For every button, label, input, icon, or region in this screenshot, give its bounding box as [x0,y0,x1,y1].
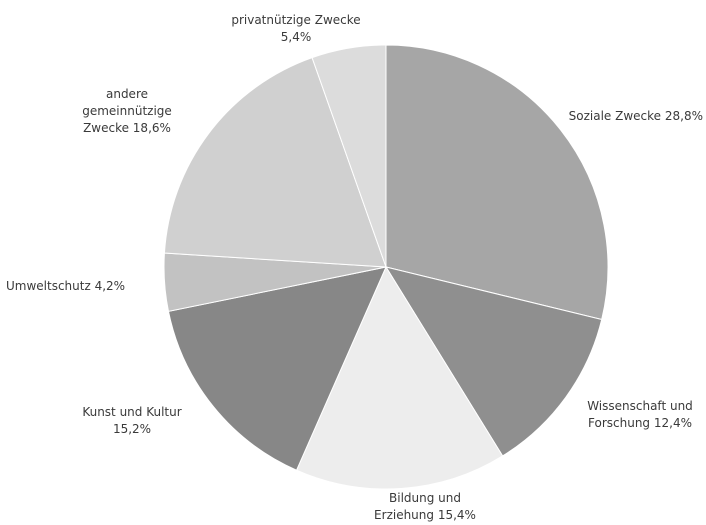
slice-label: andere gemeinnützige Zwecke 18,6% [82,87,172,135]
slice-label: Soziale Zwecke 28,8% [569,109,703,123]
slice-label-line: Soziale Zwecke 28,8% [569,109,703,123]
pie-slice [384,266,603,457]
slice-label-line: Zwecke 18,6% [83,121,171,135]
slice-label-line: andere [106,87,148,101]
pie-slice [167,266,387,471]
pie-slice [163,57,387,268]
slice-label: Kunst und Kultur 15,2% [82,405,181,436]
slice-label-line: Erziehung 15,4% [374,508,476,522]
slice-label-line: Kunst und Kultur [82,405,181,419]
pie-labels: Soziale Zwecke 28,8% Wissenschaft und Fors… [6,13,703,522]
slice-label: Wissenschaft und Forschung 12,4% [587,399,693,430]
pie-slice [311,44,387,268]
slice-label-line: 15,2% [113,422,151,436]
slice-label-line: Bildung und [389,491,461,505]
slice-label-line: privatnützige Zwecke [231,13,360,27]
slice-label-line: Forschung 12,4% [588,416,692,430]
slice-label: privatnützige Zwecke 5,4% [231,13,360,44]
pie-slices [163,44,609,490]
pie-slice [385,44,609,321]
slice-label-line: gemeinnützige [82,104,172,118]
slice-label: Bildung und Erziehung 15,4% [374,491,476,522]
slice-label-line: Wissenschaft und [587,399,693,413]
slice-label-line: 5,4% [281,30,312,44]
pie-slice [295,265,504,490]
slice-label: Umweltschutz 4,2% [6,279,125,293]
slice-label-line: Umweltschutz 4,2% [6,279,125,293]
